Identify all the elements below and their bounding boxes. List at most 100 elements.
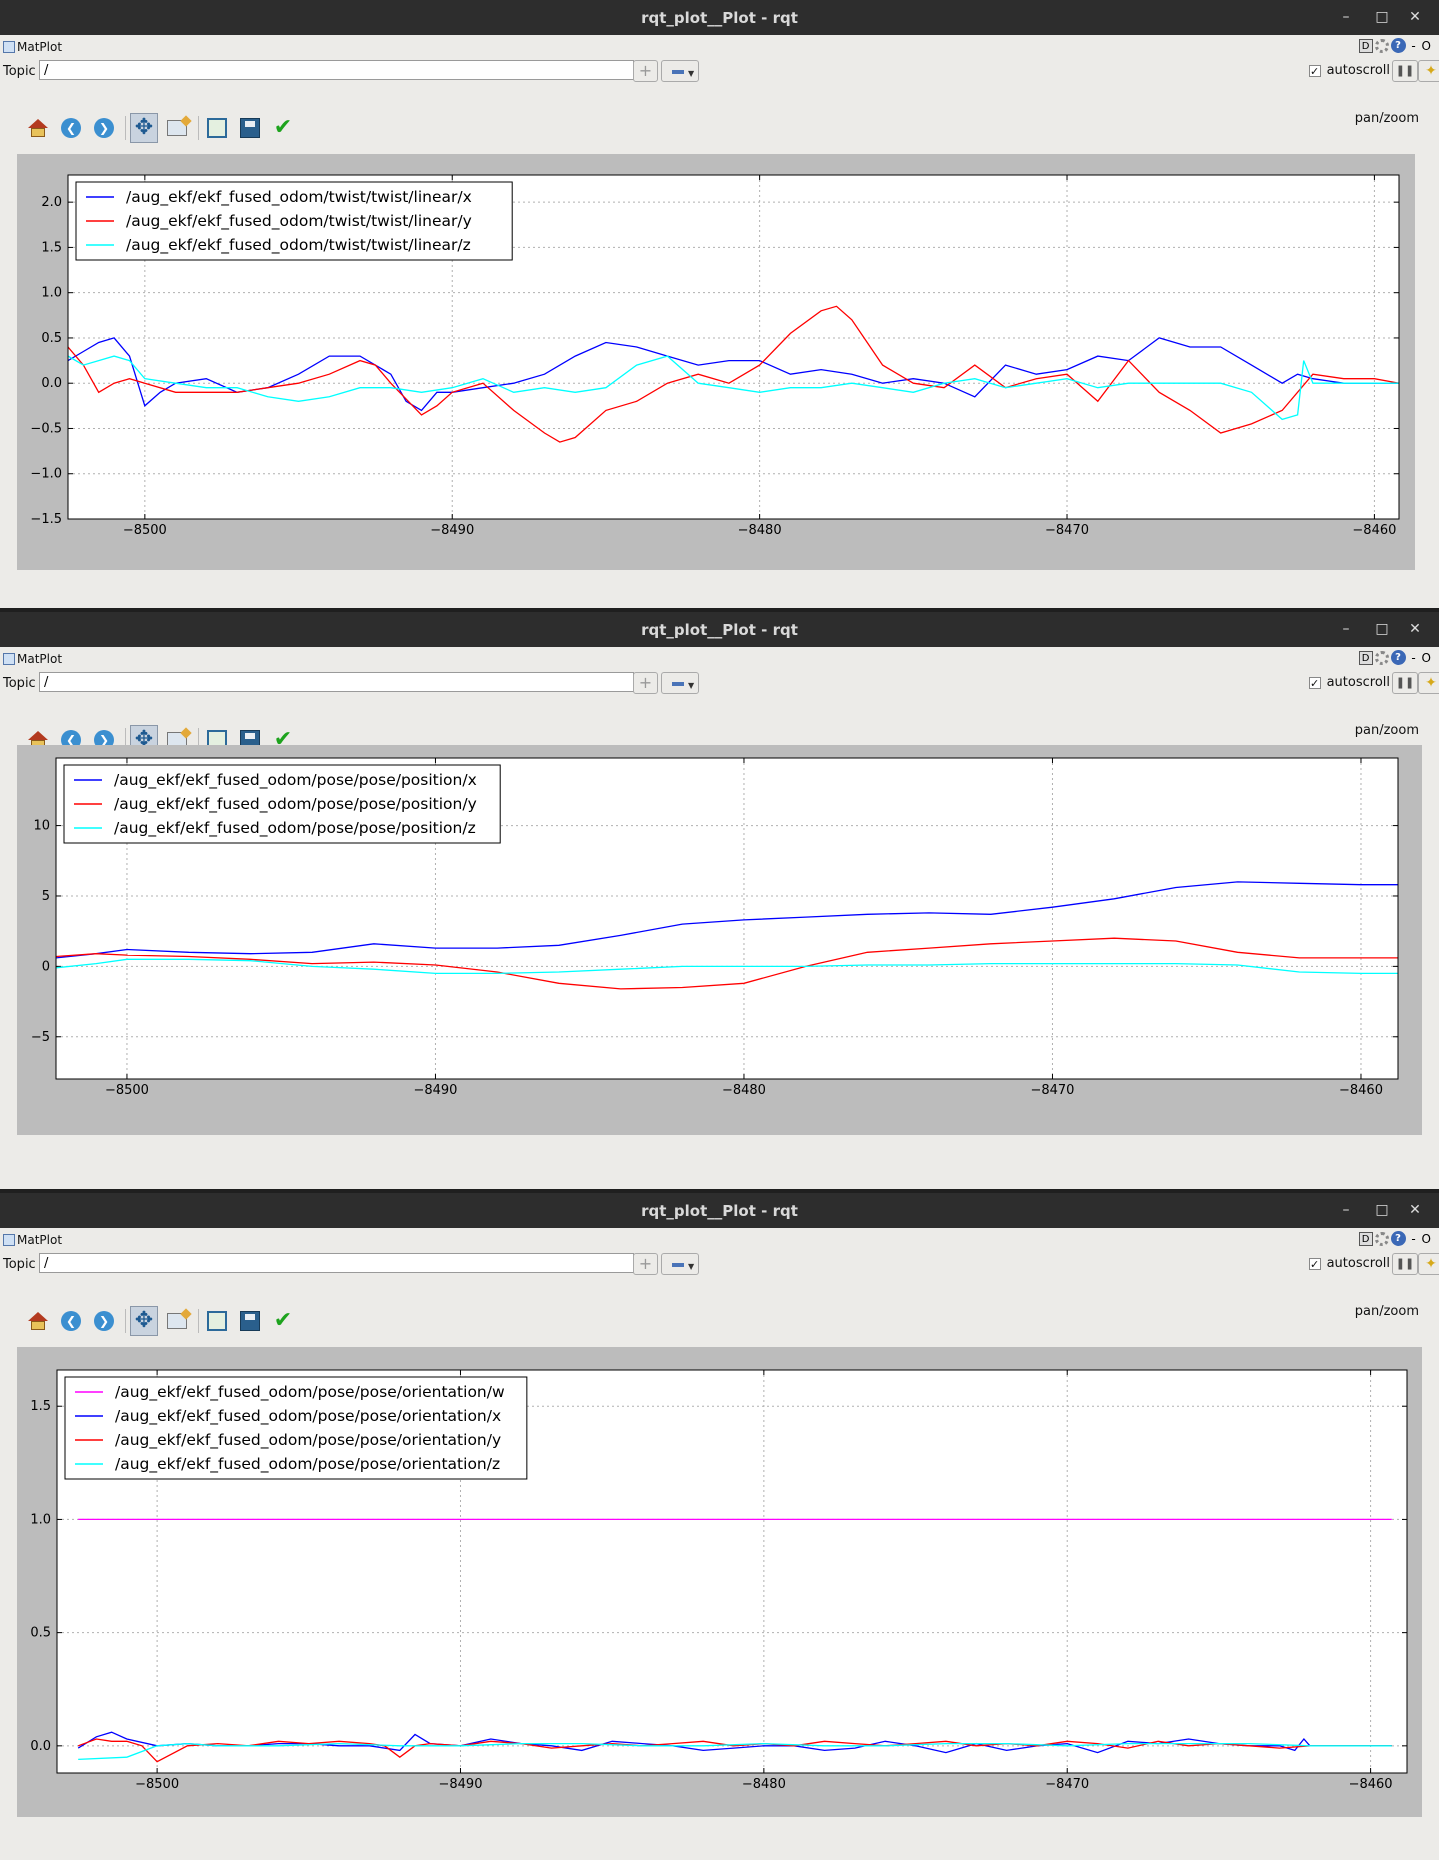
zoom-rect-icon: [167, 1313, 187, 1329]
dock-button[interactable]: D: [1358, 38, 1373, 53]
window-titlebar[interactable]: rqt_plot__Plot - rqt – □ ✕: [0, 0, 1439, 35]
minimize-plugin-button[interactable]: -: [1407, 1231, 1420, 1246]
x-tick-label: −8470: [1045, 1777, 1089, 1792]
minimize-plugin-button[interactable]: -: [1407, 38, 1420, 53]
x-tick-label: −8500: [105, 1083, 149, 1098]
maximize-button[interactable]: □: [1375, 1202, 1389, 1218]
y-tick-label: −1.0: [30, 467, 62, 482]
help-icon[interactable]: ?: [1390, 650, 1406, 665]
forward-button[interactable]: ❯: [90, 1306, 118, 1336]
add-topic-button[interactable]: +: [633, 1253, 658, 1275]
close-button[interactable]: ✕: [1409, 1202, 1421, 1218]
minimize-plugin-button[interactable]: -: [1407, 650, 1420, 665]
close-plugin-button[interactable]: O: [1421, 1231, 1431, 1246]
clear-button[interactable]: ✦: [1418, 672, 1439, 694]
maximize-button[interactable]: □: [1375, 9, 1389, 25]
forward-button[interactable]: ❯: [90, 113, 118, 143]
plugin-label: MatPlot: [17, 652, 63, 666]
zoom-rect-button[interactable]: [163, 113, 191, 143]
save-button[interactable]: [236, 113, 264, 143]
autoscroll-toggle[interactable]: ✓ autoscroll: [1308, 63, 1390, 78]
gear-icon[interactable]: [1374, 650, 1389, 665]
close-plugin-button[interactable]: O: [1421, 38, 1431, 53]
home-icon: [28, 119, 48, 137]
pan-zoom-button[interactable]: ✥: [130, 113, 158, 143]
arrow-right-icon: ❯: [94, 1311, 114, 1331]
subplots-icon: [207, 118, 227, 138]
back-button[interactable]: ❮: [57, 1306, 85, 1336]
legend-label: /aug_ekf/ekf_fused_odom/pose/pose/orient…: [115, 1407, 501, 1426]
mode-label: pan/zoom: [1354, 723, 1419, 738]
autoscroll-checkbox[interactable]: ✓: [1308, 1257, 1321, 1271]
x-tick-label: −8470: [1045, 523, 1089, 538]
remove-topic-button[interactable]: ▼: [661, 1253, 699, 1275]
gear-icon[interactable]: [1374, 1231, 1389, 1246]
home-button[interactable]: [24, 1306, 52, 1336]
topic-input[interactable]: [39, 672, 634, 692]
add-topic-button[interactable]: +: [633, 60, 658, 82]
topic-input[interactable]: [39, 1253, 634, 1273]
dock-button[interactable]: D: [1358, 1231, 1373, 1246]
chart-svg[interactable]: −8500 −8490 −8480 −8470 −8460 10 5 0 −5/aug_ekf/…: [17, 745, 1422, 1135]
close-button[interactable]: ✕: [1409, 621, 1421, 637]
chart-svg[interactable]: −8500 −8490 −8480 −8470 −8460 2.0 1.5 1.0 0.5 0.0…: [17, 154, 1415, 570]
add-topic-button[interactable]: +: [633, 672, 658, 694]
minimize-button[interactable]: –: [1342, 621, 1350, 637]
pause-button[interactable]: ❚❚: [1392, 60, 1418, 82]
pan-zoom-button[interactable]: ✥: [130, 1306, 158, 1336]
help-icon[interactable]: ?: [1390, 1231, 1406, 1246]
plot-canvas-area[interactable]: −8500 −8490 −8480 −8470 −8460 1.5 1.0 0.5 0.0/au…: [17, 1347, 1422, 1817]
pause-button[interactable]: ❚❚: [1392, 672, 1418, 694]
plugin-header: MatPlot: [3, 652, 62, 666]
edit-curves-button[interactable]: ✔: [269, 113, 297, 143]
minimize-button[interactable]: –: [1342, 1202, 1350, 1218]
autoscroll-toggle[interactable]: ✓ autoscroll: [1308, 1256, 1390, 1271]
chart-svg[interactable]: −8500 −8490 −8480 −8470 −8460 1.5 1.0 0.5 0.0/au…: [17, 1347, 1422, 1817]
maximize-button[interactable]: □: [1375, 621, 1389, 637]
series-line-0: [56, 881, 1398, 959]
remove-topic-button[interactable]: ▼: [661, 672, 699, 694]
help-icon[interactable]: ?: [1390, 38, 1406, 53]
window-divider: [0, 1189, 1439, 1193]
topic-input[interactable]: [39, 60, 634, 80]
dock-button[interactable]: D: [1358, 650, 1373, 665]
autoscroll-toggle[interactable]: ✓ autoscroll: [1308, 675, 1390, 690]
legend-box: [63, 764, 501, 844]
x-tick-label: −8500: [123, 523, 167, 538]
pause-button[interactable]: ❚❚: [1392, 1253, 1418, 1275]
chevron-down-icon: ▼: [688, 681, 695, 690]
autoscroll-checkbox[interactable]: ✓: [1308, 64, 1321, 78]
window-titlebar[interactable]: rqt_plot__Plot - rqt – □ ✕: [0, 612, 1439, 647]
window-title: rqt_plot__Plot - rqt: [641, 621, 798, 639]
toolbar-separator: [125, 728, 126, 752]
zoom-rect-icon: [167, 120, 187, 136]
chevron-down-icon: ▼: [688, 1262, 695, 1271]
plot-canvas-area[interactable]: −8500 −8490 −8480 −8470 −8460 2.0 1.5 1.0 0.5 0.0…: [17, 154, 1415, 570]
zoom-rect-button[interactable]: [163, 1306, 191, 1336]
close-plugin-button[interactable]: O: [1421, 650, 1431, 665]
axes-frame: [56, 1369, 1408, 1774]
mode-label: pan/zoom: [1354, 111, 1419, 126]
plot-canvas-area[interactable]: −8500 −8490 −8480 −8470 −8460 10 5 0 −5/aug_ekf/…: [17, 745, 1422, 1135]
edit-curves-button[interactable]: ✔: [269, 1306, 297, 1336]
clear-button[interactable]: ✦: [1418, 1253, 1439, 1275]
minus-icon: [672, 70, 684, 74]
clear-button[interactable]: ✦: [1418, 60, 1439, 82]
legend-label: /aug_ekf/ekf_fused_odom/pose/pose/orient…: [115, 1383, 505, 1402]
minus-icon: [672, 1263, 684, 1267]
remove-topic-button[interactable]: ▼: [661, 60, 699, 82]
toolbar-separator: [198, 116, 199, 140]
close-button[interactable]: ✕: [1409, 9, 1421, 25]
gear-icon[interactable]: [1374, 38, 1389, 53]
plugin-header: MatPlot: [3, 1233, 62, 1247]
home-button[interactable]: [24, 113, 52, 143]
window-titlebar[interactable]: rqt_plot__Plot - rqt – □ ✕: [0, 1193, 1439, 1228]
back-button[interactable]: ❮: [57, 113, 85, 143]
window-title: rqt_plot__Plot - rqt: [641, 1202, 798, 1220]
subplots-button[interactable]: [203, 113, 231, 143]
save-button[interactable]: [236, 1306, 264, 1336]
subplots-button[interactable]: [203, 1306, 231, 1336]
autoscroll-checkbox[interactable]: ✓: [1308, 676, 1321, 690]
series-line-2: [68, 355, 1399, 421]
minimize-button[interactable]: –: [1342, 9, 1350, 25]
